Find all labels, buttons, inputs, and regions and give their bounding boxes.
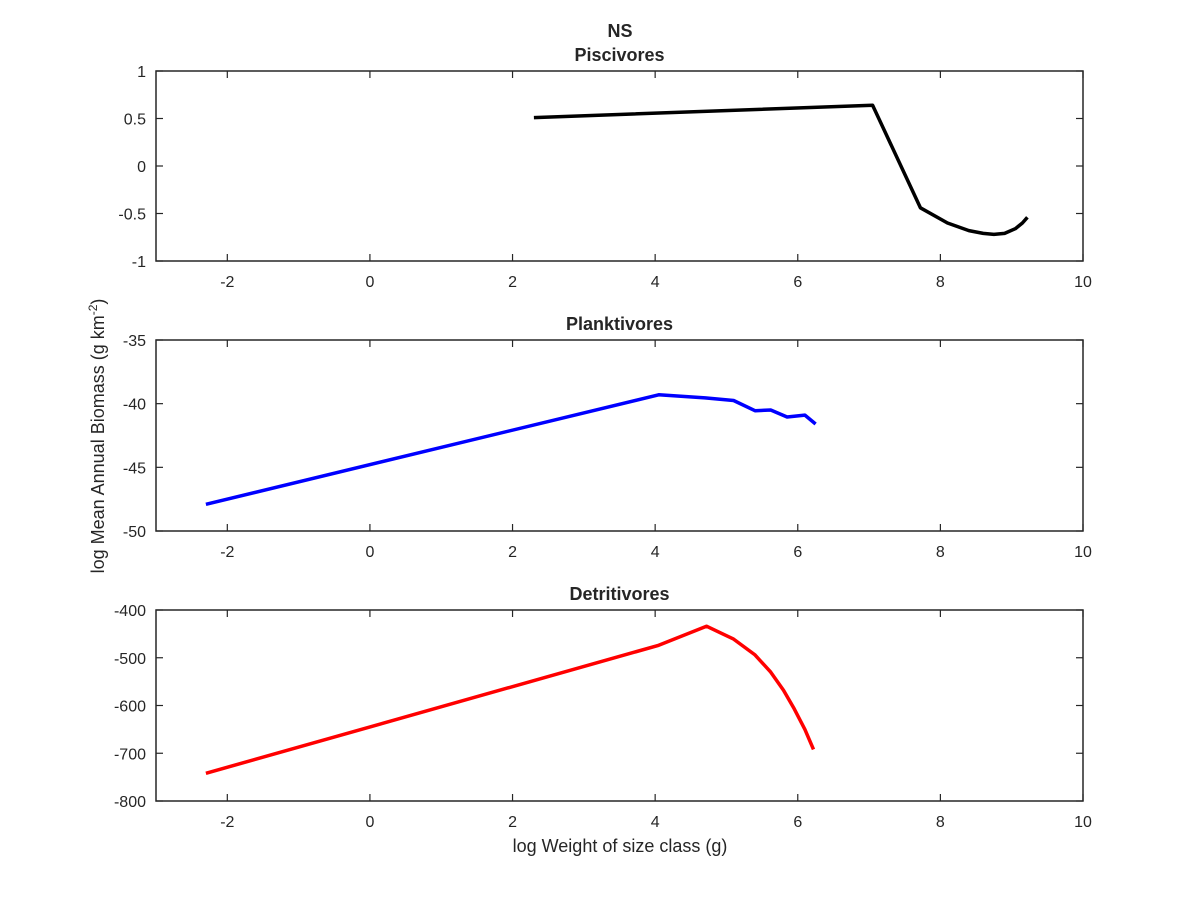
- y-tick-label: -400: [114, 603, 146, 620]
- x-tick-label: -2: [220, 814, 234, 831]
- x-tick-label: 6: [793, 274, 802, 291]
- x-tick-label: -2: [220, 544, 234, 561]
- y-tick-label: -45: [123, 460, 146, 477]
- x-tick-label: 6: [793, 544, 802, 561]
- y-tick-label: -800: [114, 794, 146, 811]
- y-tick-label: -1: [132, 254, 146, 271]
- x-tick-label: 8: [936, 814, 945, 831]
- axes-box: [155, 70, 1084, 262]
- x-tick-label: 4: [651, 544, 660, 561]
- y-tick-label: -0.5: [118, 207, 146, 224]
- subplot-planktivores: -2 0 2 4 6 8 10 -50 -45 -40 -35 Planktivores: [123, 314, 1092, 561]
- y-axis-label-close: ): [88, 299, 108, 305]
- x-tick-label: 0: [365, 274, 374, 291]
- y-tick-label: -600: [114, 699, 146, 716]
- x-tick-label: 2: [508, 544, 517, 561]
- subplot-detritivores: -2 0 2 4 6 8 10 -800 -700 -600 -500 -400 Detritivore…: [114, 584, 1092, 831]
- y-tick-label: 0: [137, 159, 146, 176]
- y-tick-label: -40: [123, 397, 146, 414]
- x-tick-label: 2: [508, 274, 517, 291]
- axes-box: [155, 339, 1084, 532]
- y-axis-label-main: log Mean Annual Biomass (g km: [88, 315, 108, 573]
- x-tick-label: 10: [1074, 544, 1092, 561]
- figure-x-axis-label: log Weight of size class (g): [513, 836, 728, 856]
- axes-box: [155, 609, 1084, 802]
- series-line: [533, 103, 1029, 237]
- y-tick-label: -35: [123, 333, 146, 350]
- y-tick-label: 1: [137, 64, 146, 81]
- y-tick-label: 0.5: [124, 112, 146, 129]
- x-tick-label: 10: [1074, 274, 1092, 291]
- y-tick-label: -700: [114, 746, 146, 763]
- series-line: [205, 624, 816, 775]
- x-tick-label: 0: [365, 814, 374, 831]
- x-tick-label: 4: [651, 274, 660, 291]
- x-tick-label: 2: [508, 814, 517, 831]
- x-tick-label: -2: [220, 274, 234, 291]
- x-tick-label: 8: [936, 274, 945, 291]
- series-line: [205, 393, 817, 507]
- y-axis-label-superscript: -2: [86, 304, 100, 315]
- x-tick-label: 4: [651, 814, 660, 831]
- figure-y-axis-label: log Mean Annual Biomass (g km-2): [86, 299, 108, 574]
- subplot-title: Planktivores: [566, 314, 673, 334]
- figure-title: NS: [607, 21, 632, 41]
- x-tick-label: 10: [1074, 814, 1092, 831]
- x-tick-label: 6: [793, 814, 802, 831]
- y-tick-label: -50: [123, 524, 146, 541]
- subplot-title: Detritivores: [569, 584, 669, 604]
- subplot-piscivores: -2 0 2 4 6 8 10 -1 -0.5 0 0.5 1 Piscivores: [118, 45, 1092, 291]
- x-tick-label: 0: [365, 544, 374, 561]
- x-tick-label: 8: [936, 544, 945, 561]
- subplot-title: Piscivores: [574, 45, 664, 65]
- y-tick-label: -500: [114, 651, 146, 668]
